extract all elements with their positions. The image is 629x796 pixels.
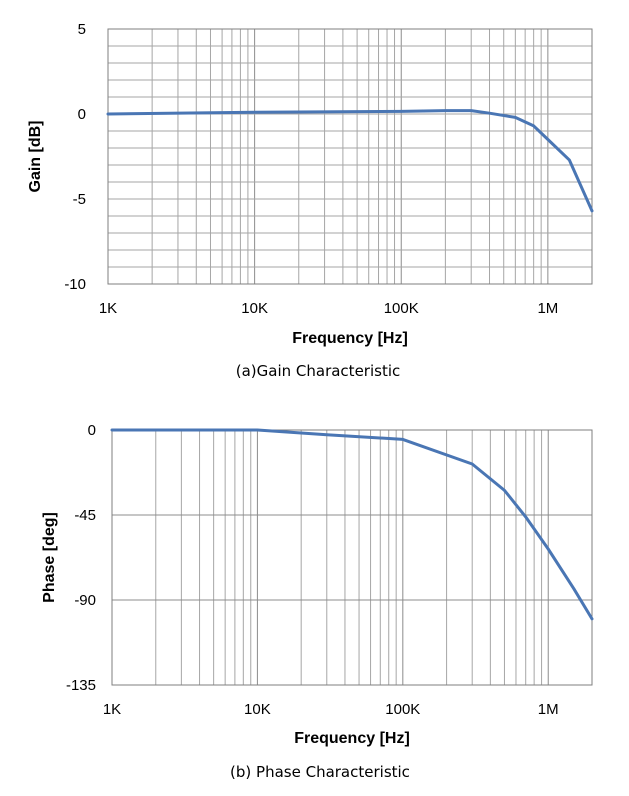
chart-phase-y-tick-label: -135 xyxy=(66,677,96,694)
chart-gain-grid xyxy=(108,29,592,284)
chart-gain-y-tick-label: 5 xyxy=(78,21,86,38)
chart-gain-frame xyxy=(107,28,593,285)
chart-phase-x-tick-label: 1K xyxy=(103,701,121,718)
chart-gain-x-axis-title: Frequency [Hz] xyxy=(292,330,408,347)
chart-gain-y-tick-label: -10 xyxy=(64,276,86,293)
chart-phase-series-line xyxy=(110,428,594,621)
chart-phase-caption: (b) Phase Characteristic xyxy=(230,763,410,781)
chart-phase-plot-area xyxy=(112,430,592,685)
chart-phase-y-tick-label: -90 xyxy=(74,592,96,609)
chart-gain-y-tick-label: -5 xyxy=(73,191,86,208)
chart-phase-x-tick-label: 100K xyxy=(385,701,420,718)
chart-phase-frame xyxy=(111,429,593,686)
chart-gain-y-axis-title: Gain [dB] xyxy=(27,121,44,193)
chart-gain-x-tick-label: 100K xyxy=(384,300,419,317)
chart-phase-x-tick-label: 1M xyxy=(538,701,559,718)
chart-phase: 0 -45 -90 -135 1K 10K 100K 1M Frequency [Hz] Phas… xyxy=(41,422,594,781)
chart-gain: 5 0 -5 -10 1K 10K 100K 1M Frequency [Hz] Gain [dB… xyxy=(27,21,594,380)
chart-phase-y-tick-label: -45 xyxy=(74,507,96,524)
chart-phase-x-axis-title: Frequency [Hz] xyxy=(294,730,410,747)
chart-phase-x-tick-label: 10K xyxy=(244,701,271,718)
chart-gain-series-line xyxy=(106,109,594,213)
chart-gain-x-tick-label: 1K xyxy=(99,300,117,317)
chart-gain-y-tick-label: 0 xyxy=(78,106,86,123)
chart-gain-x-tick-label: 10K xyxy=(241,300,268,317)
chart-phase-y-axis-title: Phase [deg] xyxy=(41,512,58,603)
chart-gain-caption: (a)Gain Characteristic xyxy=(236,362,401,380)
chart-gain-plot-area xyxy=(108,29,592,284)
chart-phase-grid xyxy=(112,430,592,685)
chart-phase-y-tick-label: 0 xyxy=(88,422,96,439)
chart-gain-x-tick-label: 1M xyxy=(537,300,558,317)
